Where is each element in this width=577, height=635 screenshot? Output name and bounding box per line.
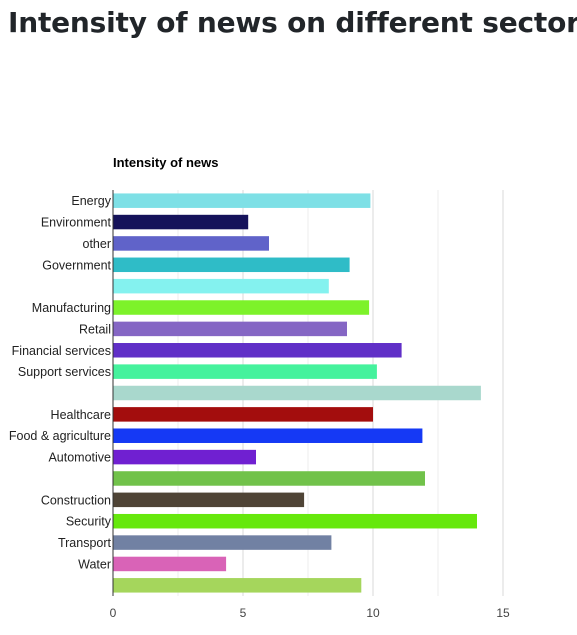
category-label: Manufacturing (32, 301, 111, 315)
x-tick-label: 5 (240, 606, 247, 620)
bar-government (113, 257, 350, 273)
bar-unlabeled-18 (113, 578, 362, 593)
category-label: Healthcare (51, 408, 111, 422)
category-label: Support services (18, 365, 111, 379)
category-labels: Energy Environment other Government Manufact… (9, 194, 112, 571)
bar-water (113, 556, 227, 572)
category-label: Government (42, 258, 111, 272)
bar-automotive (113, 449, 256, 465)
category-label: Financial services (12, 344, 111, 358)
x-tick-label: 10 (366, 606, 380, 620)
category-label: Water (78, 557, 111, 571)
bar-construction (113, 492, 305, 508)
bar-transport (113, 535, 332, 550)
category-label: other (83, 237, 112, 251)
category-label: Environment (41, 216, 112, 230)
category-label: Food & agriculture (9, 429, 111, 443)
category-label: Transport (58, 536, 112, 550)
bar-unlabeled-9 (113, 385, 481, 401)
bar-unlabeled-4 (113, 278, 329, 294)
chart-title: Intensity of news (113, 155, 219, 170)
bar-security (113, 513, 477, 529)
bars (113, 193, 481, 593)
tick-labels: 0 5 10 15 (110, 606, 510, 620)
category-label: Energy (71, 194, 111, 208)
bar-manufacturing (113, 300, 370, 315)
bar-energy (113, 193, 371, 208)
category-label: Automotive (48, 451, 111, 465)
page-title: Intensity of news on different sectors (8, 6, 577, 39)
bar-financial-services (113, 343, 402, 358)
category-label: Construction (41, 493, 111, 507)
bar-food-agriculture (113, 428, 423, 443)
x-tick-label: 0 (110, 606, 117, 620)
x-tick-label: 15 (496, 606, 510, 620)
category-label: Retail (79, 322, 111, 336)
bar-support-services (113, 364, 377, 379)
bar-retail (113, 321, 347, 337)
bar-other (113, 236, 269, 251)
bar-healthcare (113, 407, 373, 422)
bar-environment (113, 214, 249, 230)
bar-unlabeled-13 (113, 471, 425, 486)
category-label: Security (66, 515, 112, 529)
